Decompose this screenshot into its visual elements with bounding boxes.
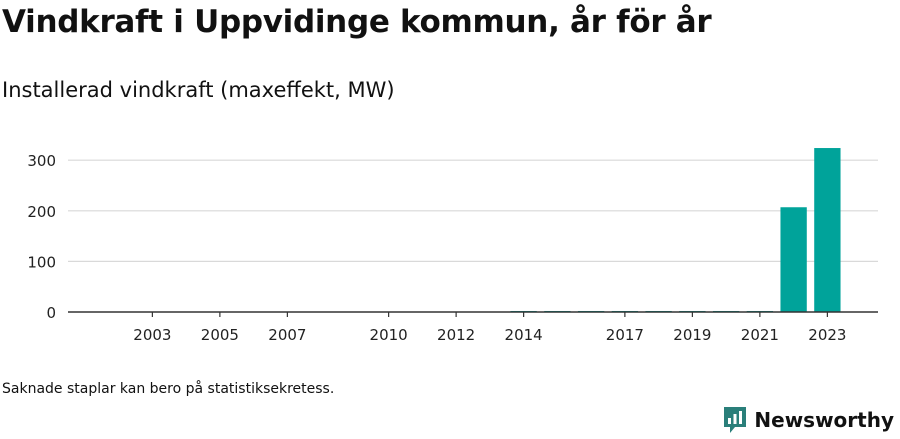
x-tick-label: 2023	[808, 326, 846, 344]
bar	[780, 207, 807, 312]
x-tick-label: 2014	[505, 326, 543, 344]
y-tick-label: 300	[27, 152, 56, 170]
chart-title: Vindkraft i Uppvidinge kommun, år för år	[2, 4, 712, 40]
footnote: Saknade staplar kan bero på statistiksek…	[2, 381, 335, 397]
gridlines	[68, 159, 878, 262]
y-tick-label: 200	[27, 203, 56, 221]
x-tick-label: 2010	[370, 326, 408, 344]
brand: Newsworthy	[722, 405, 894, 435]
x-tick-label: 2017	[606, 326, 644, 344]
bar-chart-speech-bubble-icon	[724, 407, 747, 433]
x-tick-label: 2005	[201, 326, 239, 344]
x-tick-label: 2012	[437, 326, 475, 344]
y-tick-label: 0	[46, 304, 56, 322]
y-tick-label: 100	[27, 253, 56, 271]
y-axis-ticks: 0 100 200 300	[27, 152, 56, 322]
chart-subtitle: Installerad vindkraft (maxeffekt, MW)	[2, 78, 395, 102]
bar	[814, 148, 841, 312]
x-tick-label: 2019	[673, 326, 711, 344]
x-axis-ticks: 2003 2005 2007 2010 2012 2014 2017 2019 2021 2023	[133, 312, 846, 344]
brand-name: Newsworthy	[754, 408, 894, 432]
bars	[510, 148, 841, 312]
x-tick-label: 2021	[741, 326, 779, 344]
x-tick-label: 2003	[133, 326, 171, 344]
x-tick-label: 2007	[268, 326, 306, 344]
